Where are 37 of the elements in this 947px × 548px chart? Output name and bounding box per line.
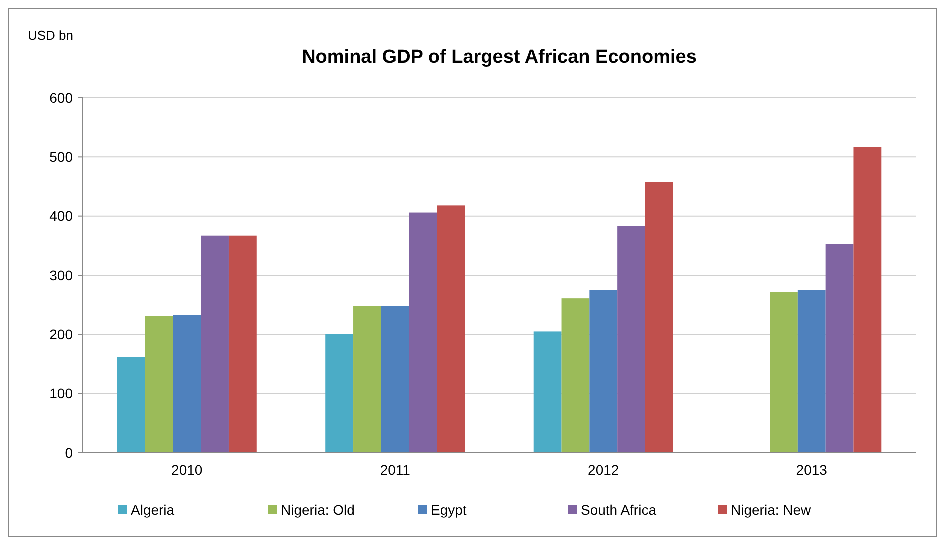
bar xyxy=(326,334,354,453)
bar xyxy=(409,212,438,453)
y-tick-label: 400 xyxy=(50,208,74,224)
legend-label: Nigeria: Old xyxy=(281,502,355,518)
y-axis-title: USD bn xyxy=(28,28,74,43)
y-tick-label: 300 xyxy=(50,267,74,284)
y-tick-label: 100 xyxy=(50,386,74,402)
bar xyxy=(381,306,410,453)
bar xyxy=(798,290,826,453)
y-tick-label: 200 xyxy=(50,326,74,343)
legend-label: South Africa xyxy=(581,502,657,518)
bar xyxy=(437,206,466,453)
bar xyxy=(173,315,202,453)
bar xyxy=(854,147,882,453)
bar xyxy=(645,182,674,453)
bar xyxy=(117,357,146,453)
chart-title: Nominal GDP of Largest African Economies xyxy=(302,47,697,68)
bar xyxy=(826,244,854,453)
bar xyxy=(145,316,174,453)
x-tick-label: 2012 xyxy=(588,462,620,478)
bar xyxy=(562,298,590,453)
bar xyxy=(770,292,798,453)
y-tick-label: 600 xyxy=(50,90,74,106)
y-tick-label: 500 xyxy=(50,149,74,166)
bar xyxy=(354,306,382,453)
bar xyxy=(534,332,562,453)
y-tick-label: 0 xyxy=(65,444,74,461)
bar xyxy=(618,226,646,453)
legend-label: Nigeria: New xyxy=(731,502,812,518)
bar xyxy=(201,236,229,453)
x-tick-label: 2010 xyxy=(172,462,203,478)
x-tick-label: 2013 xyxy=(796,462,828,478)
bar xyxy=(228,236,257,453)
legend-label: Egypt xyxy=(431,502,467,518)
x-tick-label: 2011 xyxy=(380,462,411,478)
legend-label: Algeria xyxy=(131,502,175,518)
bar xyxy=(590,290,618,453)
